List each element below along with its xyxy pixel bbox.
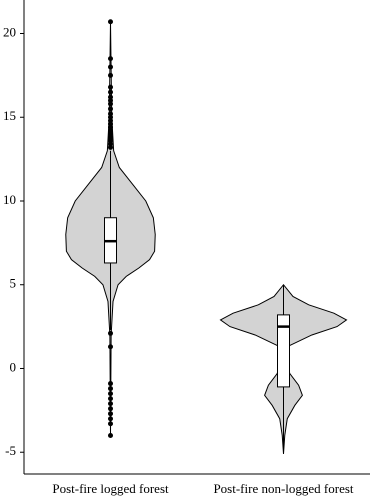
x-tick-label: Post-fire logged forest [52,481,169,496]
outlier [108,432,113,438]
outlier [108,396,113,402]
outlier [108,19,113,25]
y-tick-label: 20 [3,24,16,39]
outlier [108,106,113,112]
outlier [108,94,113,100]
y-tick-label: 0 [10,359,17,374]
x-tick-label: Post-fire non-logged forest [213,481,353,496]
y-tick-label: 10 [3,192,16,207]
y-tick-label: -5 [5,443,16,458]
outlier [108,406,113,412]
outlier [108,386,113,392]
outlier [108,391,113,397]
outlier [108,401,113,407]
outlier [108,344,113,350]
outlier [108,421,113,427]
outlier [108,416,113,422]
outlier [108,84,113,90]
outlier [108,89,113,95]
y-tick-label: 5 [10,276,17,291]
outlier [108,72,113,78]
y-tick-label: 15 [3,108,16,123]
outlier [108,381,113,387]
outlier [108,64,113,70]
outlier [108,56,113,62]
outlier [108,330,113,336]
outlier [108,411,113,417]
outlier [108,111,113,117]
box [277,314,290,388]
